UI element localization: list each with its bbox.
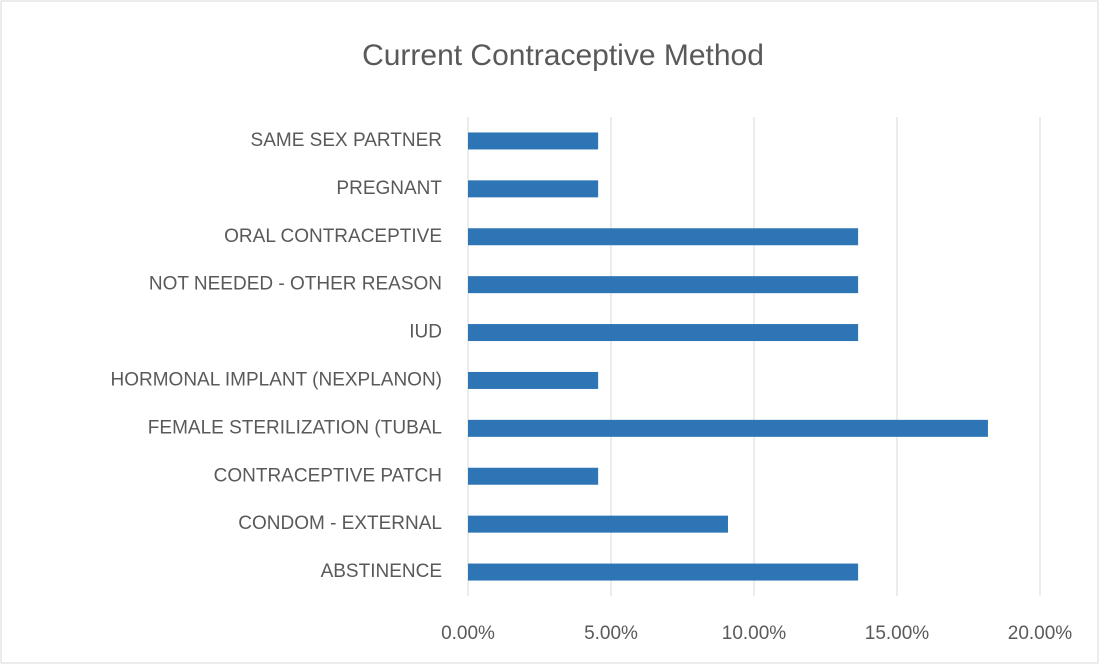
x-tick-label: 10.00%: [722, 623, 787, 644]
y-tick-label: NOT NEEDED - OTHER REASON: [149, 274, 442, 295]
bar: [468, 419, 988, 437]
y-tick-label: FEMALE STERILIZATION (TUBAL: [148, 417, 442, 438]
y-tick-label: HORMONAL IMPLANT (NEXPLANON): [111, 369, 443, 390]
y-tick-label: ABSTINENCE: [321, 561, 442, 582]
y-tick-label: IUD: [409, 322, 442, 343]
bar: [468, 324, 859, 342]
y-tick-label: CONTRACEPTIVE PATCH: [214, 465, 442, 486]
y-tick-label: PREGNANT: [336, 178, 442, 199]
x-tick-label: 0.00%: [441, 623, 495, 644]
x-tick-label: 20.00%: [1008, 623, 1073, 644]
y-tick-label: ORAL CONTRACEPTIVE: [224, 226, 442, 247]
x-tick-label: 5.00%: [584, 623, 638, 644]
bar: [468, 132, 599, 150]
bar: [468, 180, 599, 198]
y-tick-label: SAME SEX PARTNER: [251, 130, 442, 151]
bar: [468, 467, 599, 485]
bar: [468, 563, 859, 581]
bar: [468, 228, 859, 246]
bar: [468, 276, 859, 294]
y-tick-label: CONDOM - EXTERNAL: [238, 513, 442, 534]
chart-title: Current Contraceptive Method: [362, 39, 764, 72]
bar: [468, 371, 599, 389]
x-tick-label: 15.00%: [865, 623, 930, 644]
bar: [468, 515, 728, 533]
